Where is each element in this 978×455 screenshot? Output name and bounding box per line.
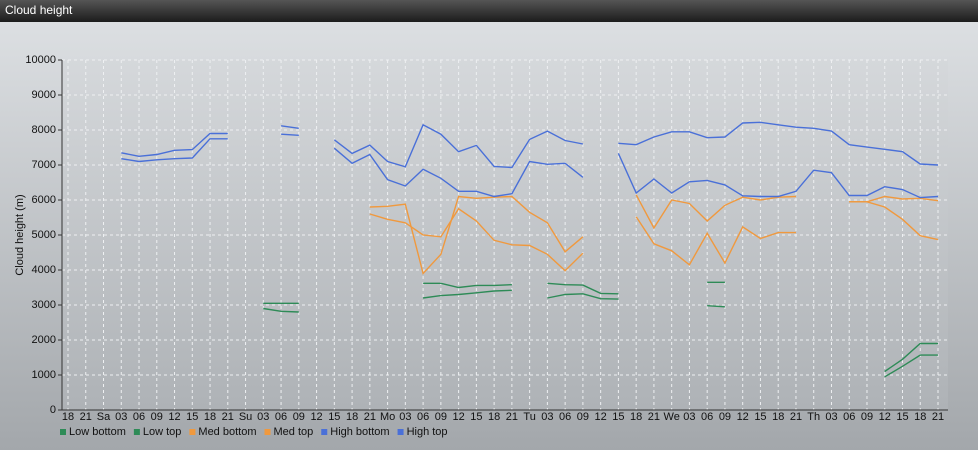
x-tick-label: 18 bbox=[914, 411, 926, 423]
legend-swatch bbox=[189, 429, 196, 435]
x-tick-label: Th bbox=[807, 411, 820, 423]
y-tick-label: 10000 bbox=[25, 54, 56, 66]
x-tick-label: 12 bbox=[595, 411, 607, 423]
y-axis-label: Cloud height (m) bbox=[14, 194, 26, 275]
x-tick-label: 15 bbox=[470, 411, 482, 423]
x-tick-label: Tu bbox=[523, 411, 535, 423]
x-tick-label: 12 bbox=[168, 411, 180, 423]
x-tick-label: 03 bbox=[257, 411, 269, 423]
x-tick-label: 06 bbox=[701, 411, 713, 423]
legend-label: Low bottom bbox=[69, 426, 126, 438]
y-tick-label: 5000 bbox=[32, 229, 56, 241]
x-tick-label: We bbox=[664, 411, 680, 423]
x-tick-label: 06 bbox=[275, 411, 287, 423]
x-tick-label: 09 bbox=[435, 411, 447, 423]
x-tick-label: 09 bbox=[861, 411, 873, 423]
x-tick-label: 18 bbox=[630, 411, 642, 423]
legend-label: Med bottom bbox=[198, 426, 256, 438]
x-tick-label: Mo bbox=[380, 411, 395, 423]
x-tick-label: 21 bbox=[932, 411, 944, 423]
series-line bbox=[263, 281, 938, 373]
x-tick-label: 15 bbox=[186, 411, 198, 423]
x-tick-label: 12 bbox=[879, 411, 891, 423]
x-tick-label: 03 bbox=[115, 411, 127, 423]
legend-label: High top bbox=[407, 426, 448, 438]
series-line bbox=[121, 133, 939, 199]
x-tick-label: 06 bbox=[559, 411, 571, 423]
chart-title: Cloud height bbox=[5, 3, 73, 17]
x-tick-label: 21 bbox=[222, 411, 234, 423]
x-tick-label: 21 bbox=[506, 411, 518, 423]
y-tick-label: 0 bbox=[50, 404, 56, 416]
x-tick-label: 06 bbox=[843, 411, 855, 423]
x-tick-label: 03 bbox=[825, 411, 837, 423]
y-tick-label: 3000 bbox=[32, 299, 56, 311]
y-tick-label: 4000 bbox=[32, 264, 56, 276]
x-tick-label: 21 bbox=[648, 411, 660, 423]
x-tick-label: 03 bbox=[541, 411, 553, 423]
legend-label: High bottom bbox=[330, 426, 389, 438]
x-tick-label: 12 bbox=[310, 411, 322, 423]
y-tick-label: 6000 bbox=[32, 194, 56, 206]
x-tick-label: 15 bbox=[328, 411, 340, 423]
x-tick-label: 21 bbox=[790, 411, 802, 423]
legend-swatch bbox=[321, 429, 328, 435]
x-tick-label: 18 bbox=[62, 411, 74, 423]
title-bar bbox=[0, 0, 978, 22]
x-tick-label: 09 bbox=[577, 411, 589, 423]
x-tick-label: 03 bbox=[399, 411, 411, 423]
y-tick-label: 7000 bbox=[32, 159, 56, 171]
x-tick-label: 06 bbox=[417, 411, 429, 423]
x-tick-label: 12 bbox=[452, 411, 464, 423]
y-tick-label: 1000 bbox=[32, 369, 56, 381]
series-line bbox=[121, 121, 939, 169]
y-tick-label: 2000 bbox=[32, 334, 56, 346]
legend-swatch bbox=[60, 429, 66, 435]
legend-swatch bbox=[397, 429, 404, 435]
y-tick-label: 8000 bbox=[32, 124, 56, 136]
x-tick-label: 15 bbox=[612, 411, 624, 423]
x-tick-label: 09 bbox=[293, 411, 305, 423]
x-tick-label: 09 bbox=[719, 411, 731, 423]
series-line bbox=[369, 194, 939, 275]
legend-swatch bbox=[264, 429, 271, 435]
x-tick-label: 06 bbox=[133, 411, 145, 423]
x-tick-label: 09 bbox=[151, 411, 163, 423]
x-tick-label: 18 bbox=[204, 411, 216, 423]
legend-swatch bbox=[133, 429, 140, 435]
x-tick-label: 12 bbox=[737, 411, 749, 423]
legend-label: Low top bbox=[143, 426, 182, 438]
x-tick-label: Sa bbox=[97, 411, 111, 423]
x-tick-label: 21 bbox=[80, 411, 92, 423]
x-tick-label: 03 bbox=[683, 411, 695, 423]
legend-label: Med top bbox=[274, 426, 314, 438]
x-tick-label: 18 bbox=[346, 411, 358, 423]
series-line bbox=[263, 289, 938, 378]
x-tick-label: 21 bbox=[364, 411, 376, 423]
x-tick-label: 15 bbox=[754, 411, 766, 423]
x-tick-label: 18 bbox=[772, 411, 784, 423]
y-tick-label: 9000 bbox=[32, 89, 56, 101]
x-tick-label: 15 bbox=[896, 411, 908, 423]
x-tick-label: Su bbox=[239, 411, 252, 423]
x-tick-label: 18 bbox=[488, 411, 500, 423]
